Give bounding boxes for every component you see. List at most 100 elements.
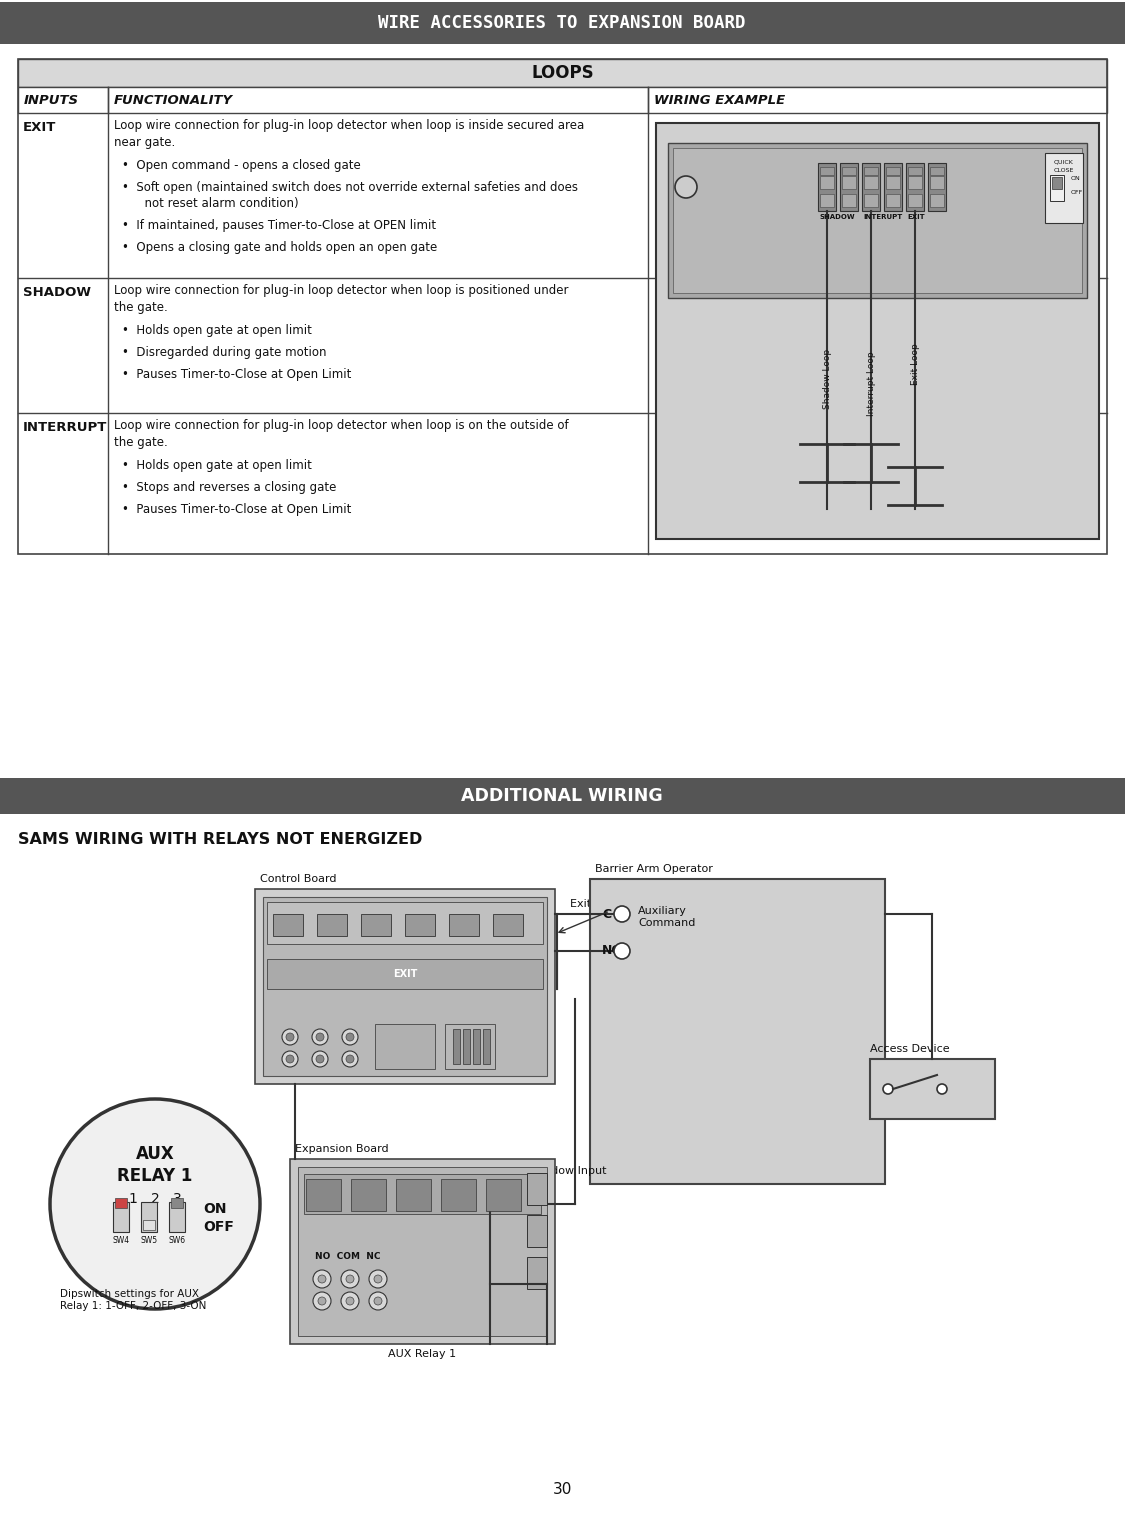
Text: •  Open command - opens a closed gate: • Open command - opens a closed gate [122,159,361,173]
Bar [18,59,1107,86]
Text: 30: 30 [552,1482,572,1496]
Text: OFF: OFF [202,1220,234,1234]
Bar [820,194,834,207]
Circle shape [318,1275,326,1282]
Bar [446,1023,495,1069]
Text: •  Soft open (maintained switch does not override external safeties and does
   : • Soft open (maintained switch does not … [122,182,578,210]
Text: ADDITIONAL WIRING: ADDITIONAL WIRING [461,787,663,805]
Circle shape [883,1084,893,1095]
Circle shape [316,1055,324,1063]
Bar [263,896,547,1076]
Text: ON: ON [202,1202,226,1216]
Circle shape [369,1270,387,1288]
Text: INTERUPT: INTERUPT [863,213,902,220]
Circle shape [614,943,630,958]
Bar [18,86,1107,114]
Text: •  Holds open gate at open limit: • Holds open gate at open limit [122,324,312,338]
Text: Barrier Arm Operator: Barrier Arm Operator [595,864,713,874]
Bar [886,167,900,176]
Text: CLOSE: CLOSE [1054,168,1074,173]
Bar [18,114,1107,279]
Bar [820,176,834,189]
Text: 1: 1 [128,1192,137,1207]
Bar [483,1030,490,1064]
Bar [590,880,885,1184]
Bar [656,123,1099,539]
Circle shape [374,1275,382,1282]
Bar [464,1030,470,1064]
Circle shape [316,1033,324,1042]
Bar [143,1220,155,1229]
Text: •  Stops and reverses a closing gate: • Stops and reverses a closing gate [122,481,336,494]
Text: Interrupt Loop: Interrupt Loop [866,351,875,416]
Bar [862,164,880,210]
Circle shape [286,1033,294,1042]
Text: EXIT: EXIT [393,969,417,980]
Text: Loop wire connection for plug-in loop detector when loop is positioned under
the: Loop wire connection for plug-in loop de… [114,285,568,313]
Bar [449,914,479,936]
Bar [886,194,900,207]
Bar [1045,153,1083,223]
Bar [842,176,856,189]
Text: •  Pauses Timer-to-Close at Open Limit: • Pauses Timer-to-Close at Open Limit [122,368,351,382]
Circle shape [341,1270,359,1288]
Bar [908,167,922,176]
Circle shape [614,905,630,922]
Bar [18,413,1107,554]
Bar [840,164,858,210]
Text: •  Holds open gate at open limit: • Holds open gate at open limit [122,459,312,472]
Text: SHADOW: SHADOW [22,286,91,298]
Bar [526,1257,547,1288]
Text: Auxiliary
Command: Auxiliary Command [638,905,695,928]
Bar [486,1179,521,1211]
Bar [169,1202,184,1232]
Bar [526,1173,547,1205]
Text: Control Board: Control Board [260,874,336,884]
Text: •  Pauses Timer-to-Close at Open Limit: • Pauses Timer-to-Close at Open Limit [122,503,351,516]
Bar [0,2,1125,44]
Text: SAMS WIRING WITH RELAYS NOT ENERGIZED: SAMS WIRING WITH RELAYS NOT ENERGIZED [18,833,422,846]
Bar [441,1179,476,1211]
Text: Loop wire connection for plug-in loop detector when loop is inside secured area
: Loop wire connection for plug-in loop de… [114,120,584,148]
Circle shape [346,1055,354,1063]
Text: ON: ON [1071,177,1081,182]
Bar [306,1179,341,1211]
Bar [18,59,1107,554]
Text: SW4: SW4 [112,1235,129,1245]
Bar [472,1030,480,1064]
Circle shape [341,1291,359,1310]
Bar [171,1198,183,1208]
Bar [0,778,1125,815]
Text: RELAY 1: RELAY 1 [117,1167,192,1185]
Text: •  Opens a closing gate and holds open an open gate: • Opens a closing gate and holds open an… [122,241,438,254]
Bar [18,279,1107,413]
Bar [361,914,391,936]
Bar [405,914,435,936]
Text: Expansion Board: Expansion Board [295,1145,388,1154]
Circle shape [937,1084,947,1095]
Circle shape [675,176,698,198]
Text: Loop wire connection for plug-in loop detector when loop is on the outside of
th: Loop wire connection for plug-in loop de… [114,419,568,450]
Bar [928,164,946,210]
Text: AUX Relay 1: AUX Relay 1 [388,1349,456,1360]
Text: Exit Loop: Exit Loop [910,344,919,385]
Text: QUICK: QUICK [1054,159,1074,164]
Bar [668,142,1087,298]
Bar [273,914,303,936]
Bar [930,176,944,189]
Bar [818,164,836,210]
Bar [493,914,523,936]
Bar [884,164,902,210]
Text: AUX: AUX [136,1145,174,1163]
Bar [930,167,944,176]
Circle shape [342,1051,358,1067]
Bar [870,1058,994,1119]
Text: NO: NO [602,945,623,957]
Bar [396,1179,431,1211]
Text: OFF: OFF [1071,191,1083,195]
Bar [908,194,922,207]
Text: SW5: SW5 [141,1235,158,1245]
Circle shape [312,1051,328,1067]
Circle shape [346,1275,354,1282]
Bar [842,194,856,207]
